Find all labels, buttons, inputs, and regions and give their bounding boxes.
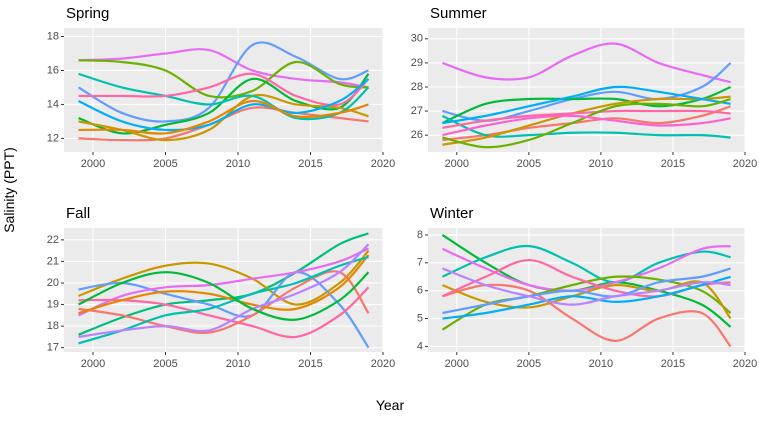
series-line: [78, 254, 370, 315]
x-tick-label: 2005: [517, 358, 541, 370]
series-line: [78, 73, 370, 135]
y-tick-label: 8: [417, 229, 423, 241]
y-tick-label: 17: [47, 342, 59, 354]
x-tick-label: 2015: [661, 358, 685, 370]
series-line: [442, 97, 731, 149]
y-tick-label: 26: [411, 129, 423, 141]
panel-background: [64, 28, 383, 152]
series-line: [78, 72, 370, 107]
x-tick-label: 2005: [153, 358, 177, 370]
y-tick-label: 20: [47, 277, 59, 289]
x-tick-label: 2010: [226, 158, 250, 170]
series-line: [78, 249, 370, 306]
series-line: [442, 42, 731, 84]
y-tick-label: 12: [47, 132, 59, 144]
series-line: [442, 267, 731, 315]
y-tick-label: 18: [47, 30, 59, 42]
panel-title: Winter: [430, 205, 473, 222]
series-line: [441, 245, 731, 292]
y-tick-label: 27: [411, 105, 423, 117]
y-tick-label: 28: [411, 81, 423, 93]
x-tick-label: 2010: [589, 358, 613, 370]
series-line: [442, 85, 731, 125]
series-line: [442, 283, 732, 348]
x-tick-label: 2020: [733, 358, 757, 370]
y-tick-label: 18: [47, 320, 59, 332]
x-tick-label: 2015: [661, 158, 685, 170]
series-line: [442, 114, 731, 137]
x-tick-label: 2020: [371, 158, 395, 170]
series-line: [442, 267, 731, 306]
series-group: [441, 234, 732, 348]
series-line: [78, 271, 370, 321]
x-tick-label: 2000: [445, 158, 469, 170]
y-tick-label: 7: [417, 257, 423, 269]
x-axis-label: Year: [376, 397, 405, 413]
y-axis-label: Salinity (PPT): [1, 147, 17, 233]
x-tick-label: 2015: [298, 358, 322, 370]
y-tick-label: 19: [47, 298, 59, 310]
x-tick-label: 2010: [226, 358, 250, 370]
x-tick-label: 2015: [298, 158, 322, 170]
x-tick-label: 2020: [733, 158, 757, 170]
panel-title: Spring: [66, 5, 109, 22]
y-tick-label: 4: [417, 340, 423, 352]
series-line: [442, 275, 731, 320]
series-line: [77, 41, 369, 123]
y-tick-label: 30: [411, 33, 423, 45]
y-tick-label: 6: [417, 285, 423, 297]
x-tick-label: 2000: [445, 358, 469, 370]
series-line: [78, 271, 370, 349]
series-line: [442, 109, 731, 130]
series-line: [78, 243, 370, 338]
series-line: [78, 78, 370, 132]
series-line: [441, 245, 731, 284]
x-tick-label: 2000: [81, 358, 105, 370]
series-group: [78, 232, 370, 349]
series-line: [78, 59, 369, 99]
series-line: [78, 270, 370, 335]
series-line: [78, 106, 369, 142]
series-line: [78, 247, 369, 317]
y-tick-label: 29: [411, 57, 423, 69]
x-tick-label: 2005: [153, 158, 177, 170]
x-tick-label: 2000: [81, 158, 105, 170]
series-group: [441, 42, 732, 149]
series-line: [442, 105, 731, 142]
panel-title: Fall: [66, 205, 90, 222]
x-tick-label: 2020: [371, 358, 395, 370]
series-group: [77, 41, 370, 142]
y-tick-label: 16: [47, 64, 59, 76]
y-tick-label: 14: [47, 98, 59, 110]
y-tick-label: 22: [47, 234, 59, 246]
x-tick-label: 2010: [589, 158, 613, 170]
x-tick-label: 2005: [517, 158, 541, 170]
series-line: [78, 99, 369, 135]
y-tick-label: 21: [47, 255, 59, 267]
series-line: [441, 234, 732, 328]
panel-title: Summer: [430, 5, 487, 22]
y-tick-label: 5: [417, 312, 423, 324]
